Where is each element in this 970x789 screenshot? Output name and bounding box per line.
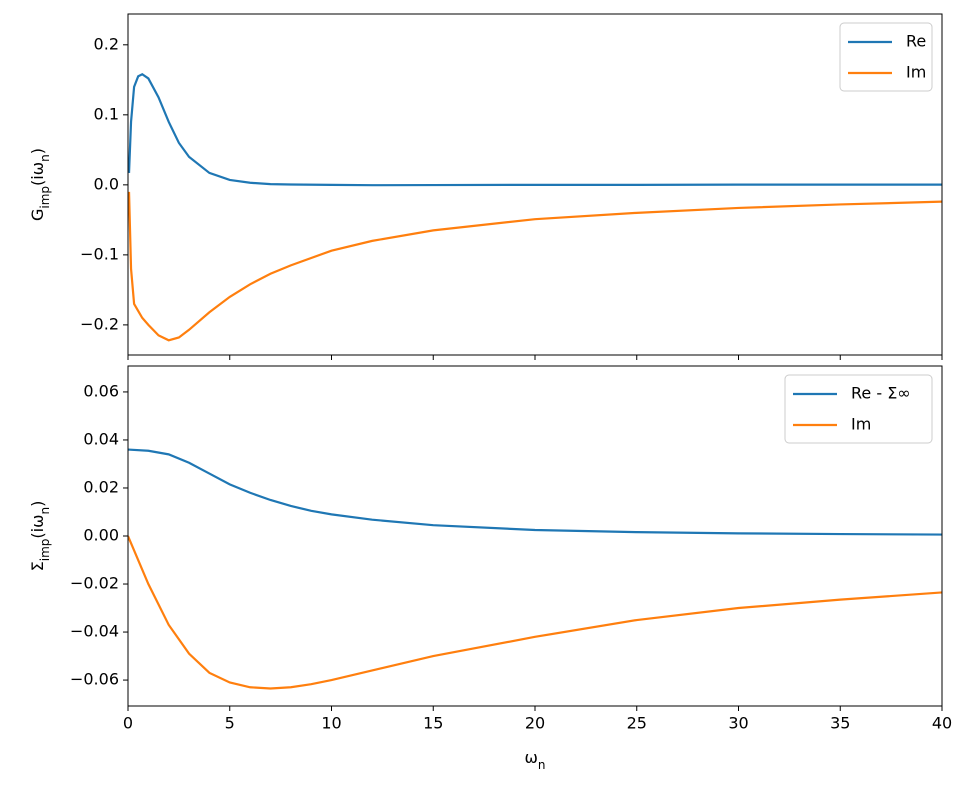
x-tick-label: 5 — [225, 714, 235, 733]
label-part: n — [538, 758, 546, 772]
y-tick-label: 0.04 — [83, 429, 119, 448]
line-series — [128, 448, 942, 536]
x-tick-label: 40 — [932, 714, 952, 733]
axes-frame — [127, 13, 943, 356]
legend-label: Im — [851, 415, 871, 434]
y-tick-label: −0.2 — [80, 314, 119, 333]
legend-label: Im — [906, 63, 926, 82]
axes-frame — [127, 365, 943, 707]
line-series — [128, 535, 942, 690]
y-tick-label: −0.02 — [70, 574, 119, 593]
label-part: (iω — [28, 515, 47, 539]
label-part: Σ — [28, 561, 47, 571]
line-series — [128, 72, 942, 187]
label-part: G — [28, 209, 47, 221]
label-part: ) — [28, 501, 47, 507]
label-part: (iω — [28, 162, 47, 186]
line-series — [128, 191, 942, 342]
legend-label: Re — [906, 32, 926, 51]
y-axis-label: Σimp(iωn) — [28, 501, 52, 572]
y-tick-label: 0.06 — [83, 381, 119, 400]
y-tick-label: 0.02 — [83, 477, 119, 496]
y-tick-label: 0.1 — [94, 104, 119, 123]
label-part: imp — [38, 539, 52, 562]
x-tick-label: 0 — [123, 714, 133, 733]
label-part: ω — [524, 748, 537, 767]
x-tick-label: 35 — [830, 714, 850, 733]
label-part: imp — [38, 186, 52, 209]
x-tick-label: 15 — [423, 714, 443, 733]
y-tick-label: −0.1 — [80, 244, 119, 263]
label-part: n — [38, 507, 52, 515]
legend-label: Re - Σ∞ — [851, 384, 911, 403]
y-tick-label: 0.0 — [94, 174, 119, 193]
y-tick-label: −0.04 — [70, 622, 119, 641]
x-tick-label: 25 — [627, 714, 647, 733]
y-tick-label: 0.2 — [94, 34, 119, 53]
label-part: ) — [28, 148, 47, 154]
x-tick-label: 10 — [321, 714, 341, 733]
x-tick-label: 20 — [525, 714, 545, 733]
y-tick-label: 0.00 — [83, 526, 119, 545]
y-tick-label: −0.06 — [70, 670, 119, 689]
x-tick-label: 30 — [728, 714, 748, 733]
x-axis-label: ωn — [524, 748, 545, 772]
y-axis-label: Gimp(iωn) — [28, 148, 52, 221]
label-part: n — [38, 154, 52, 162]
